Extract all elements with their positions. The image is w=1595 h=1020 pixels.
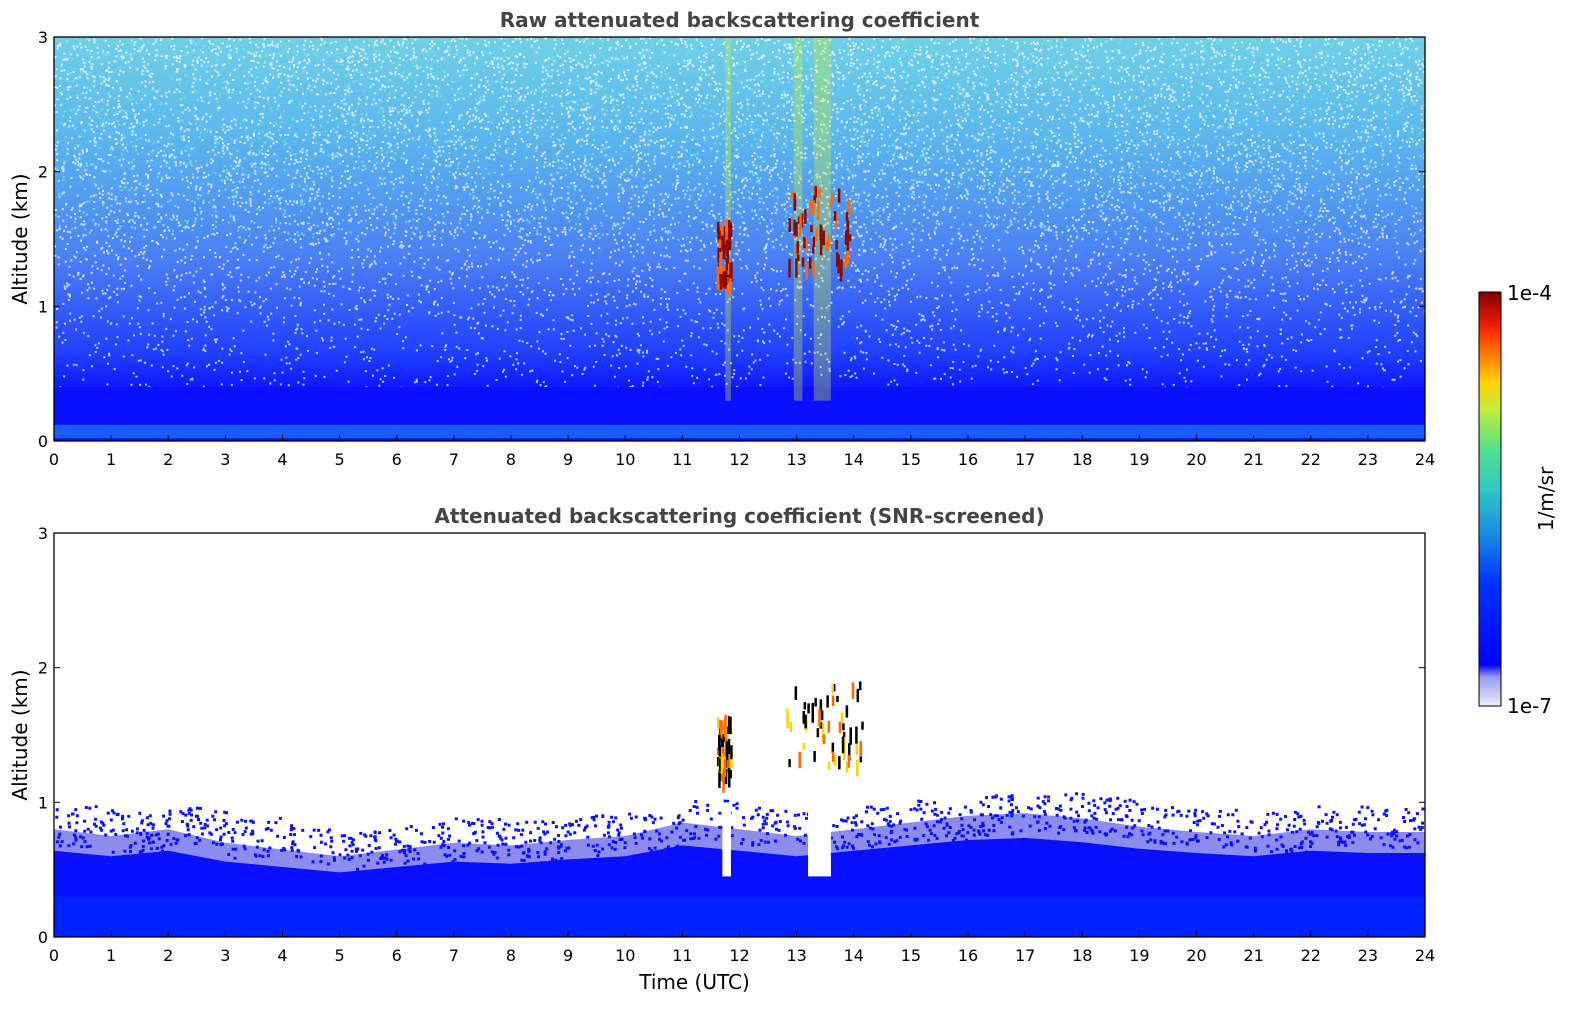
screened-panel: Attenuated backscattering coefficient (S… bbox=[8, 504, 1435, 994]
y-tick-label: 2 bbox=[38, 163, 48, 182]
x-tick-label: 23 bbox=[1358, 450, 1378, 469]
raw-panel: Raw attenuated backscattering coefficien… bbox=[8, 8, 1435, 469]
x-tick-label: 20 bbox=[1186, 450, 1206, 469]
screened-gap bbox=[808, 775, 831, 877]
y-tick-label: 0 bbox=[38, 928, 48, 947]
x-tick-label: 12 bbox=[729, 450, 749, 469]
chart-title: Attenuated backscattering coefficient (S… bbox=[434, 504, 1044, 528]
x-tick-label: 6 bbox=[392, 946, 402, 965]
y-tick-label: 1 bbox=[38, 297, 48, 316]
x-tick-label: 3 bbox=[220, 450, 230, 469]
colorbar-max-label: 1e-4 bbox=[1507, 281, 1552, 305]
x-tick-label: 0 bbox=[49, 946, 59, 965]
x-tick-label: 18 bbox=[1072, 450, 1092, 469]
heatmap-area bbox=[54, 37, 1425, 441]
x-tick-label: 4 bbox=[277, 946, 287, 965]
y-axis-label: Altitude (km) bbox=[8, 173, 32, 304]
x-tick-label: 16 bbox=[958, 946, 978, 965]
y-tick-label: 3 bbox=[38, 524, 48, 543]
y-tick-label: 1 bbox=[38, 793, 48, 812]
x-tick-label: 21 bbox=[1243, 450, 1263, 469]
x-tick-label: 8 bbox=[506, 450, 516, 469]
x-tick-label: 22 bbox=[1301, 450, 1321, 469]
x-tick-label: 2 bbox=[163, 946, 173, 965]
signal-streak bbox=[813, 37, 831, 401]
x-tick-label: 7 bbox=[449, 946, 459, 965]
x-tick-label: 13 bbox=[786, 946, 806, 965]
edge-speckle bbox=[55, 792, 1425, 871]
x-tick-label: 0 bbox=[49, 450, 59, 469]
x-tick-label: 16 bbox=[958, 450, 978, 469]
x-tick-label: 18 bbox=[1072, 946, 1092, 965]
x-tick-label: 10 bbox=[615, 450, 635, 469]
x-tick-label: 20 bbox=[1186, 946, 1206, 965]
cloud-feature bbox=[788, 185, 852, 282]
heatmap-background bbox=[54, 37, 1425, 441]
x-tick-label: 22 bbox=[1301, 946, 1321, 965]
heatmap-area bbox=[54, 533, 1425, 937]
y-tick-label: 0 bbox=[38, 432, 48, 451]
signal-streak bbox=[725, 37, 731, 401]
y-tick-label: 3 bbox=[38, 28, 48, 47]
x-tick-label: 13 bbox=[786, 450, 806, 469]
x-tick-label: 11 bbox=[672, 450, 692, 469]
x-tick-label: 10 bbox=[615, 946, 635, 965]
x-tick-label: 14 bbox=[844, 946, 864, 965]
colorbar-min-label: 1e-7 bbox=[1507, 694, 1552, 718]
x-tick-label: 17 bbox=[1015, 946, 1035, 965]
colorbar-gradient bbox=[1478, 291, 1502, 707]
y-tick-label: 2 bbox=[38, 659, 48, 678]
x-tick-label: 24 bbox=[1415, 946, 1435, 965]
y-axis-label: Altitude (km) bbox=[8, 669, 32, 800]
x-tick-label: 15 bbox=[901, 450, 921, 469]
x-tick-label: 9 bbox=[563, 946, 573, 965]
x-tick-label: 8 bbox=[506, 946, 516, 965]
x-tick-label: 3 bbox=[220, 946, 230, 965]
x-tick-label: 21 bbox=[1243, 946, 1263, 965]
x-tick-label: 7 bbox=[449, 450, 459, 469]
x-tick-label: 1 bbox=[106, 946, 116, 965]
x-tick-label: 5 bbox=[335, 450, 345, 469]
x-tick-label: 5 bbox=[335, 946, 345, 965]
x-tick-label: 6 bbox=[392, 450, 402, 469]
noise-speckle-high bbox=[54, 37, 1425, 241]
cloud-feature bbox=[716, 219, 733, 296]
x-tick-label: 15 bbox=[901, 946, 921, 965]
colorbar: 1e-4 1e-7 1/m/sr bbox=[1478, 281, 1558, 718]
x-tick-label: 14 bbox=[844, 450, 864, 469]
x-tick-label: 9 bbox=[563, 450, 573, 469]
x-tick-label: 23 bbox=[1358, 946, 1378, 965]
surface-layer bbox=[54, 424, 1425, 439]
x-tick-label: 11 bbox=[672, 946, 692, 965]
x-tick-label: 12 bbox=[729, 946, 749, 965]
x-tick-label: 4 bbox=[277, 450, 287, 469]
chart-title: Raw attenuated backscattering coefficien… bbox=[500, 8, 980, 32]
x-tick-label: 19 bbox=[1129, 450, 1149, 469]
x-tick-label: 2 bbox=[163, 450, 173, 469]
x-tick-label: 17 bbox=[1015, 450, 1035, 469]
cloud-feature bbox=[786, 681, 864, 777]
surface-layer bbox=[54, 896, 1425, 937]
colorbar-unit-label: 1/m/sr bbox=[1534, 466, 1558, 531]
x-tick-label: 19 bbox=[1129, 946, 1149, 965]
x-tick-label: 1 bbox=[106, 450, 116, 469]
cloud-feature bbox=[716, 714, 733, 793]
x-axis-label: Time (UTC) bbox=[638, 970, 750, 994]
screened-gap bbox=[722, 802, 731, 877]
x-tick-label: 24 bbox=[1415, 450, 1435, 469]
